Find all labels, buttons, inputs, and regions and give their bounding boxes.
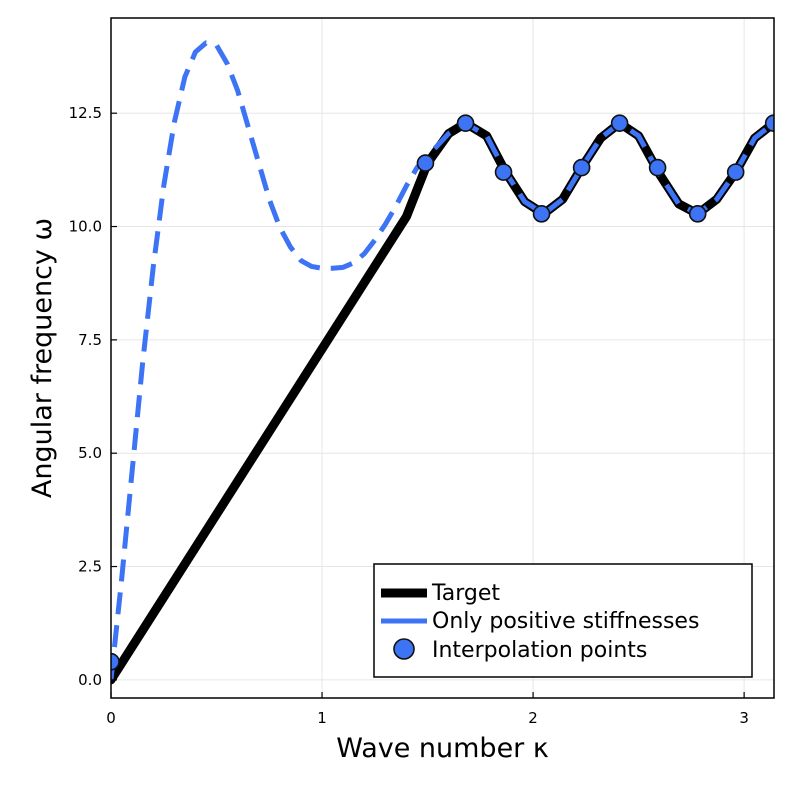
y-tick-label: 12.5: [69, 104, 102, 122]
x-tick-label: 3: [739, 709, 749, 727]
interpolation-point: [494, 163, 513, 181]
interpolation-point: [610, 114, 629, 132]
interpolation-point: [416, 154, 435, 172]
x-tick-label: 0: [106, 709, 116, 727]
y-tick-label: 10.0: [69, 218, 102, 236]
legend-label-points: Interpolation points: [432, 638, 647, 663]
y-tick-label: 7.5: [78, 331, 102, 349]
x-tick-label: 2: [528, 709, 538, 727]
legend-label-positive: Only positive stiffnesses: [432, 609, 699, 634]
y-tick-label: 2.5: [78, 558, 102, 576]
axis-ticks: 0 1 2 3 0.0 2.5 5.0 7.5 10.0 12.5: [69, 104, 749, 727]
interpolation-point: [532, 205, 551, 223]
legend-swatch-points: [393, 638, 415, 660]
y-tick-label: 0.0: [78, 671, 102, 689]
interpolation-point: [726, 163, 745, 181]
y-axis-label: Angular frequency ω: [27, 218, 58, 498]
interpolation-point: [111, 652, 120, 671]
interpolation-point: [648, 158, 667, 177]
interpolation-point: [572, 158, 591, 177]
interpolation-point: [456, 114, 475, 132]
x-axis-label: Wave number κ: [336, 733, 549, 764]
y-tick-label: 5.0: [78, 444, 102, 462]
legend-label-target: Target: [431, 581, 500, 606]
plot-frame: [110, 17, 775, 699]
interpolation-point: [688, 205, 707, 223]
legend: Target Only positive stiffnesses Interpo…: [373, 563, 753, 678]
plot-area: [111, 40, 774, 685]
x-tick-label: 1: [317, 709, 327, 727]
legend-box: [373, 563, 753, 678]
